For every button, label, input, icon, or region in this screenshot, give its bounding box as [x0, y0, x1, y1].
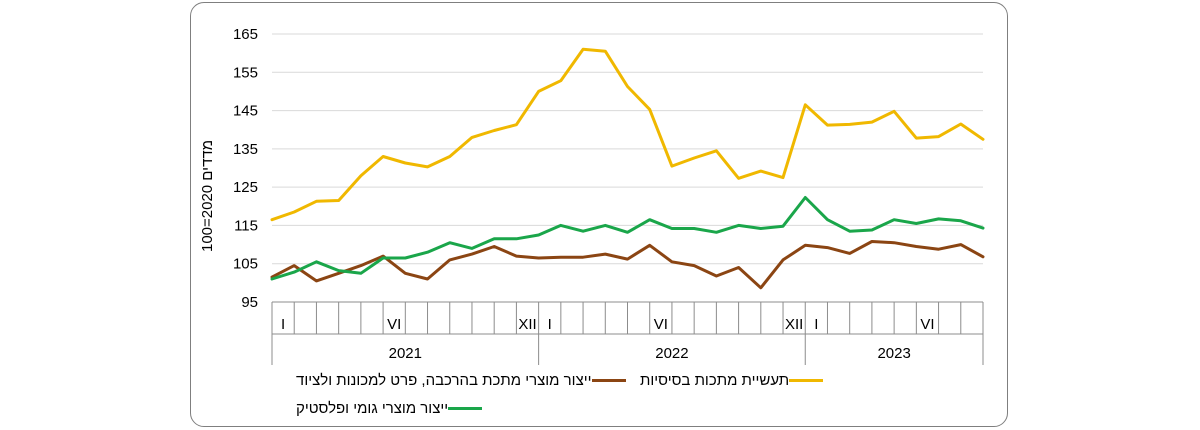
month-tick-label: VI: [920, 316, 934, 333]
month-tick-label: I: [814, 316, 818, 333]
legend-swatch-metal-products: [591, 379, 626, 382]
legend-swatch-basic-metals: [789, 379, 824, 382]
line-basic-metals: [270, 47, 985, 222]
y-tick-label: 165: [233, 26, 258, 43]
y-tick-label: 125: [233, 179, 258, 196]
line-metal-products: [270, 240, 985, 290]
y-tick-label: 155: [233, 64, 258, 81]
year-label: 2023: [877, 345, 910, 362]
y-tick-label: 145: [233, 103, 258, 120]
month-tick-label: VI: [654, 316, 668, 333]
y-axis-label: מדדים 2020=100: [199, 140, 216, 252]
line-rubber-plastic: [270, 196, 985, 281]
y-tick-label: 105: [233, 256, 258, 273]
legend-label-metal-products: ייצור מוצרי מתכת בהרכבה, פרט למכונות ולצ…: [296, 372, 592, 389]
month-tick-label: XII: [518, 316, 536, 333]
month-tick-label: I: [281, 316, 285, 333]
series-lines: [270, 47, 985, 290]
month-tick-label: XII: [785, 316, 803, 333]
legend-label-basic-metals: תעשיית מתכות בסיסיות: [640, 372, 790, 389]
month-tick-label: I: [548, 316, 552, 333]
y-tick-label: 115: [234, 217, 258, 234]
y-axis-ticks: 95 105 115 125 135 145 155 165: [233, 26, 258, 311]
year-label: 2021: [389, 345, 422, 362]
legend-swatch-rubber-plastic: [448, 407, 483, 410]
y-tick-label: 95: [241, 294, 258, 311]
legend-item-metal-products: ייצור מוצרי מתכת בהרכבה, פרט למכונות ולצ…: [296, 372, 632, 389]
month-tick-label: VI: [387, 316, 401, 333]
year-label: 2022: [655, 345, 688, 362]
x-axis: I VI XII I VI XII I VI 2021 2022 2023: [271, 301, 984, 365]
legend-item-basic-metals: תעשיית מתכות בסיסיות: [640, 372, 829, 389]
legend-label-rubber-plastic: ייצור מוצרי גומי ופלסטיק: [296, 400, 449, 417]
chart-frame: [190, 2, 1008, 427]
y-tick-label: 135: [233, 141, 258, 158]
legend-item-rubber-plastic: ייצור מוצרי גומי ופלסטיק: [296, 400, 488, 417]
